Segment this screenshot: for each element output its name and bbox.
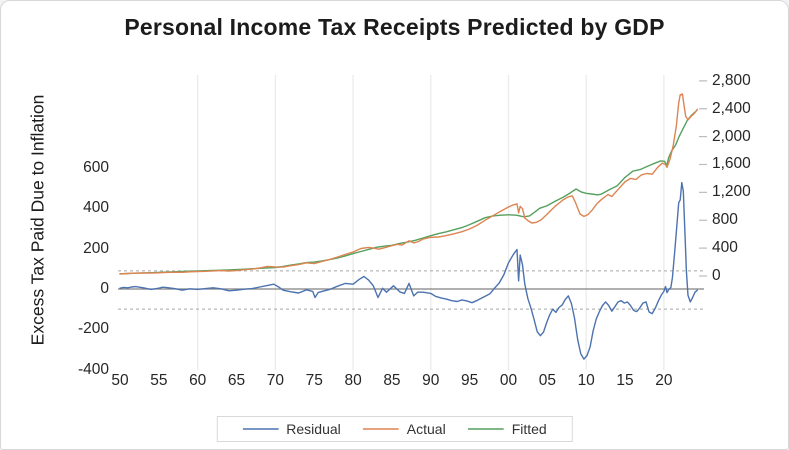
legend: Residual Actual Fitted — [216, 416, 573, 442]
legend-line-sample-fitted — [467, 428, 504, 430]
series-residual — [119, 181, 698, 360]
legend-label-actual: Actual — [406, 421, 446, 437]
legend-line-sample-actual — [362, 428, 399, 430]
legend-label-fitted: Fitted — [511, 421, 547, 437]
legend-item-fitted: Fitted — [467, 421, 547, 437]
legend-label-residual: Residual — [286, 421, 341, 437]
legend-item-actual: Actual — [362, 421, 446, 437]
legend-item-residual: Residual — [242, 421, 341, 437]
legend-line-sample-residual — [242, 428, 279, 430]
chart-title: Personal Income Tax Receipts Predicted b… — [124, 14, 665, 40]
series-actual — [119, 93, 698, 275]
series-fitted — [119, 109, 698, 275]
